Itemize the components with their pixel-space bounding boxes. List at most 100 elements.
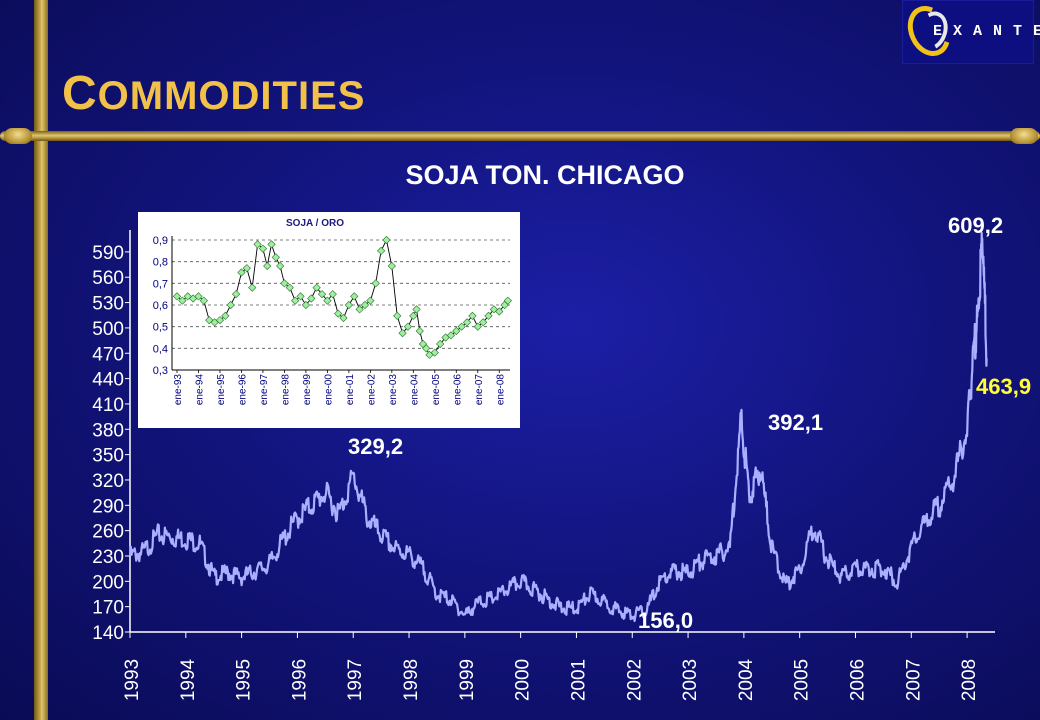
left-gold-rail bbox=[34, 0, 48, 720]
inset-data-point bbox=[226, 300, 235, 310]
inset-data-point bbox=[430, 348, 439, 357]
main-y-tick-label: 530 bbox=[92, 294, 124, 315]
inset-data-point bbox=[376, 246, 386, 255]
inset-chart-title: SOJA / ORO bbox=[286, 218, 344, 229]
main-y-tick-label: 410 bbox=[92, 395, 124, 416]
inset-data-point bbox=[221, 311, 230, 320]
main-data-label: 392,1 bbox=[768, 410, 823, 435]
inset-data-point bbox=[382, 235, 391, 245]
inset-data-point bbox=[387, 261, 396, 271]
inset-x-tick-label: ene-05 bbox=[431, 374, 442, 406]
inset-x-tick-label: ene-94 bbox=[194, 374, 205, 406]
main-x-tick-label: 1996 bbox=[289, 659, 310, 701]
inset-data-point bbox=[473, 322, 482, 331]
inset-data-point bbox=[194, 292, 203, 301]
inset-x-tick-label: ene-96 bbox=[237, 374, 248, 406]
inset-data-point bbox=[339, 313, 348, 323]
inset-x-tick-label: ene-08 bbox=[495, 374, 506, 406]
inset-data-point bbox=[398, 329, 407, 338]
inset-data-point bbox=[267, 240, 276, 249]
inset-x-tick-label: ene-00 bbox=[323, 374, 334, 406]
main-y-tick-label: 440 bbox=[92, 370, 124, 391]
inset-data-point bbox=[446, 331, 456, 340]
exante-logo: EXANTE bbox=[899, 0, 1040, 64]
main-x-tick-label: 2005 bbox=[792, 659, 813, 701]
inset-y-tick-label: 0,5 bbox=[153, 322, 168, 334]
inset-series-line bbox=[176, 238, 509, 356]
main-y-tick-label: 500 bbox=[92, 319, 124, 340]
main-data-label: 329,2 bbox=[348, 434, 403, 459]
inset-data-point bbox=[422, 344, 431, 353]
inset-data-point bbox=[231, 290, 241, 299]
inset-data-point bbox=[371, 279, 380, 288]
main-chart-title: SOJA TON. CHICAGO bbox=[405, 160, 685, 190]
inset-x-tick-label: ene-06 bbox=[452, 374, 463, 406]
inset-x-tick-label: ene-02 bbox=[366, 374, 377, 406]
inset-y-tick-label: 0,6 bbox=[153, 300, 168, 312]
inset-data-point bbox=[323, 296, 332, 305]
inset-y-tick-label: 0,9 bbox=[153, 235, 168, 247]
main-x-tick-label: 2004 bbox=[736, 658, 757, 701]
inset-data-point bbox=[280, 279, 289, 288]
main-y-tick-label: 200 bbox=[92, 572, 124, 593]
inset-data-point bbox=[328, 290, 337, 299]
header-divider bbox=[0, 131, 1040, 141]
inset-data-point bbox=[178, 296, 187, 305]
inset-data-point bbox=[436, 339, 445, 349]
inset-data-point bbox=[403, 322, 413, 331]
inset-data-point bbox=[215, 316, 225, 325]
inset-x-tick-label: ene-01 bbox=[345, 374, 356, 406]
main-y-tick-label: 290 bbox=[92, 496, 124, 517]
main-x-tick-label: 1997 bbox=[345, 659, 366, 701]
inset-data-point bbox=[452, 326, 461, 336]
main-x-tick-label: 2001 bbox=[568, 659, 589, 701]
main-series-line bbox=[128, 231, 988, 623]
page-title: COMMODITIES bbox=[62, 66, 365, 121]
inset-data-point bbox=[393, 311, 402, 320]
inset-data-point bbox=[312, 283, 321, 292]
main-x-tick-label: 2008 bbox=[959, 659, 980, 701]
inset-data-point bbox=[291, 296, 300, 305]
inset-data-point bbox=[285, 283, 294, 292]
inset-x-tick-label: ene-07 bbox=[474, 374, 485, 406]
inset-chart-panel bbox=[138, 212, 520, 428]
inset-data-point bbox=[366, 296, 375, 305]
main-y-tick-label: 320 bbox=[92, 471, 124, 492]
inset-x-tick-label: ene-99 bbox=[302, 374, 313, 406]
inset-data-point bbox=[503, 296, 512, 305]
inset-data-point bbox=[468, 311, 477, 320]
inset-data-point bbox=[495, 307, 504, 316]
main-x-tick-label: 1995 bbox=[234, 659, 255, 701]
main-y-tick-label: 260 bbox=[92, 522, 124, 543]
main-data-label: 156,0 bbox=[638, 608, 693, 633]
inset-data-point bbox=[296, 292, 305, 301]
page-title-rest: OMMODITIES bbox=[97, 74, 366, 118]
inset-data-point bbox=[237, 268, 246, 277]
main-x-tick-label: 2006 bbox=[847, 659, 868, 701]
inset-y-tick-label: 0,4 bbox=[153, 343, 168, 355]
main-y-tick-label: 230 bbox=[92, 547, 124, 568]
inset-x-tick-label: ene-98 bbox=[280, 374, 291, 406]
inset-data-point bbox=[263, 261, 272, 271]
main-x-tick-label: 2002 bbox=[624, 659, 645, 701]
inset-data-point bbox=[301, 300, 311, 310]
inset-data-point bbox=[462, 318, 472, 327]
inset-data-point bbox=[276, 261, 285, 271]
divider-knob-right bbox=[1010, 128, 1038, 144]
main-x-tick-label: 1994 bbox=[178, 658, 199, 701]
inset-x-tick-label: ene-97 bbox=[259, 374, 270, 406]
inset-data-point bbox=[355, 305, 364, 314]
inset-x-tick-label: ene-93 bbox=[173, 374, 184, 406]
inset-data-point bbox=[415, 326, 424, 336]
main-y-tick-label: 140 bbox=[92, 623, 124, 644]
inset-data-point bbox=[350, 292, 359, 301]
page-title-initial: C bbox=[62, 67, 98, 120]
inset-data-point bbox=[258, 244, 268, 253]
inset-data-point bbox=[360, 300, 370, 310]
inset-data-point bbox=[271, 253, 280, 262]
main-y-tick-label: 350 bbox=[92, 446, 124, 467]
inset-y-tick-label: 0,7 bbox=[153, 278, 168, 290]
main-data-label: 609,2 bbox=[948, 213, 1003, 238]
